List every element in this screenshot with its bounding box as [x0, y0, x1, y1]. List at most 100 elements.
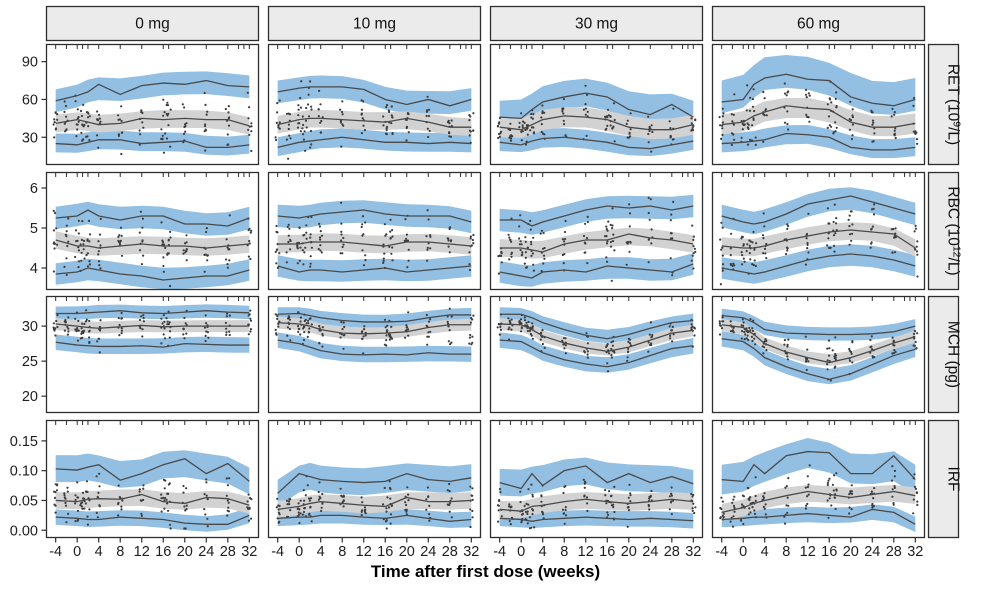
- upper-reference-ribbon: [499, 194, 694, 235]
- upper-reference-ribbon: [721, 187, 916, 235]
- lower-quantile-line: [277, 136, 472, 148]
- median-ribbon: [499, 318, 694, 356]
- lower-quantile-line: [55, 139, 250, 149]
- y-tick-label: 30: [22, 130, 38, 146]
- panel-MCH-60mg: [711, 295, 926, 414]
- measure-strip-label: RBC (1012/L): [945, 186, 963, 275]
- x-tick-label: 8: [560, 544, 568, 560]
- upper-quantile-line: [277, 86, 472, 107]
- x-tick-label: 20: [399, 544, 415, 560]
- visit-ticks-top: [499, 173, 694, 177]
- y-tick-label: 6: [30, 181, 38, 197]
- x-tick-label: -4: [715, 544, 728, 560]
- x-tick-label: 0: [73, 544, 81, 560]
- panel-border: [267, 295, 482, 414]
- panel-IRF-30mg: [489, 419, 704, 539]
- median-ribbon: [55, 489, 250, 514]
- y-tick-label: 20: [22, 389, 38, 405]
- y-tick-label: 25: [22, 354, 38, 370]
- x-tick-label: 12: [800, 544, 816, 560]
- measure-strip-label: RET (109/L): [945, 64, 963, 145]
- median-line: [721, 229, 916, 249]
- median-ribbon: [277, 316, 472, 340]
- observation-points: [52, 209, 253, 288]
- x-tick-label: 8: [338, 544, 346, 560]
- median-line: [499, 115, 694, 131]
- panel-border: [489, 171, 704, 291]
- y-tick-label: 0.00: [10, 523, 38, 539]
- upper-quantile-line: [499, 205, 694, 227]
- x-tick-label: 8: [782, 544, 790, 560]
- x-tick-label: 20: [177, 544, 193, 560]
- lower-quantile-line: [277, 265, 472, 273]
- visit-ticks-top: [499, 297, 694, 301]
- observation-points: [52, 309, 253, 354]
- lower-reference-ribbon: [55, 507, 250, 532]
- median-line: [277, 241, 472, 247]
- upper-reference-ribbon: [55, 450, 250, 495]
- x-tick-label: 20: [621, 544, 637, 560]
- dose-strip-label: 0 mg: [135, 16, 169, 33]
- facet-strip-dose-60mg: 60 mg: [711, 5, 926, 42]
- panel-border: [267, 419, 482, 539]
- upper-quantile-line: [721, 73, 916, 107]
- x-tick-label: 32: [463, 544, 479, 560]
- upper-quantile-line: [721, 314, 916, 336]
- y-tick-label: 4: [30, 261, 38, 277]
- x-tick-label: 28: [886, 544, 902, 560]
- upper-reference-ribbon: [721, 438, 916, 495]
- panel-border: [711, 171, 926, 291]
- upper-quantile-line: [55, 310, 250, 315]
- median-ribbon: [55, 231, 250, 256]
- panel-RET-60mg: [711, 43, 926, 166]
- y-tick-label: 90: [22, 55, 38, 71]
- panel-RBC-60mg: [711, 171, 926, 291]
- panel-RET-0mg: [45, 43, 260, 166]
- median-ribbon: [499, 227, 694, 259]
- median-ribbon: [277, 492, 472, 518]
- x-tick-label: 24: [642, 544, 658, 560]
- x-tick-label: 28: [442, 544, 458, 560]
- lower-quantile-line: [55, 514, 250, 525]
- upper-reference-ribbon: [55, 304, 250, 320]
- lower-reference-ribbon: [499, 253, 694, 287]
- lower-quantile-line: [499, 339, 694, 368]
- observation-points: [718, 314, 919, 382]
- upper-quantile-line: [55, 79, 250, 102]
- panel-RET-10mg: [267, 43, 482, 166]
- observation-points: [719, 203, 919, 286]
- lower-quantile-line: [721, 253, 916, 275]
- upper-reference-ribbon: [499, 78, 694, 129]
- lower-reference-ribbon: [499, 128, 694, 157]
- visit-ticks-top: [499, 421, 694, 425]
- x-tick-label: 4: [539, 544, 547, 560]
- lower-reference-ribbon: [721, 244, 916, 284]
- x-tick-label: 24: [420, 544, 436, 560]
- panel-IRF-10mg: [267, 419, 482, 539]
- visit-ticks-top: [55, 421, 250, 425]
- x-tick-label: 32: [685, 544, 701, 560]
- x-tick-label: 4: [761, 544, 769, 560]
- panel-IRF-0mg: [45, 419, 260, 539]
- x-tick-label: 0: [517, 544, 525, 560]
- median-line: [277, 117, 472, 128]
- x-axis-title: Time after first dose (weeks): [370, 562, 601, 581]
- panel-RBC-30mg: [489, 171, 704, 291]
- lower-reference-ribbon: [499, 509, 694, 529]
- x-tick-label: 4: [317, 544, 325, 560]
- median-ribbon: [277, 109, 472, 137]
- x-tick-label: 24: [198, 544, 214, 560]
- x-tick-label: 28: [664, 544, 680, 560]
- upper-reference-ribbon: [55, 71, 250, 113]
- observation-points: [275, 475, 474, 530]
- lower-reference-ribbon: [55, 258, 250, 290]
- visit-ticks-top: [721, 45, 916, 49]
- observation-points: [497, 196, 697, 282]
- panel-border: [489, 419, 704, 539]
- lower-quantile-line: [721, 508, 916, 525]
- measure-strip-label: IRF: [945, 467, 962, 492]
- visit-ticks-top: [721, 421, 916, 425]
- upper-reference-ribbon: [721, 55, 916, 115]
- dose-strip-label: 60 mg: [797, 16, 840, 33]
- panel-border: [45, 419, 260, 539]
